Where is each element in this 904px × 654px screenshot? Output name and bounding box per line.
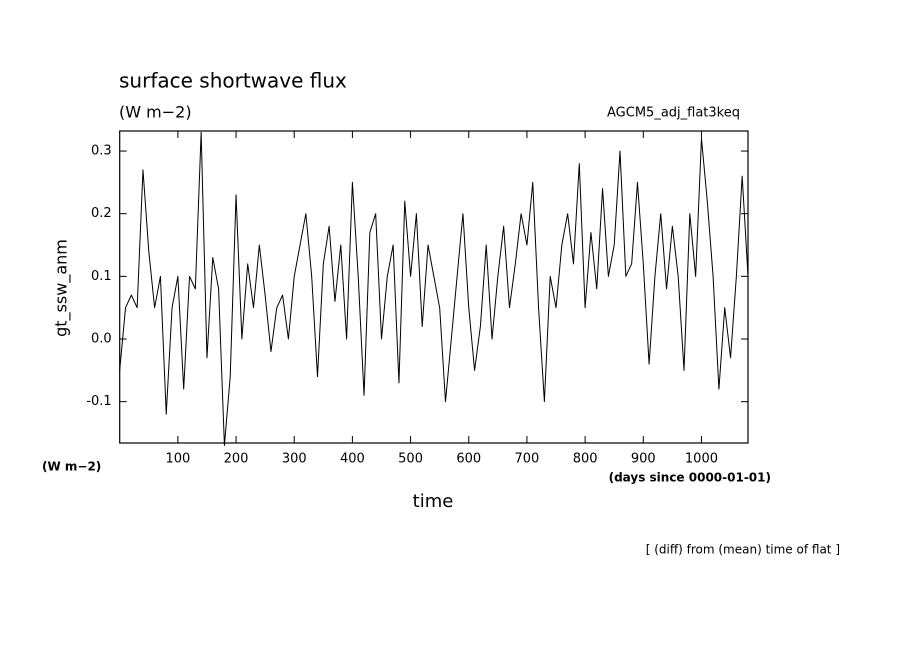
data-line [119, 131, 749, 447]
y-units: (W m−2) [42, 460, 101, 474]
x-tick-label: 500 [398, 452, 423, 467]
annotation: AGCM5_adj_flat3keq [607, 106, 740, 121]
y-tick-label: 0.2 [91, 206, 112, 221]
x-tick-label: 700 [515, 452, 540, 467]
y-tick-label: -0.1 [86, 394, 111, 409]
plot-frame [119, 130, 749, 444]
x-tick-label: 800 [573, 452, 598, 467]
chart-subtitle: (W m−2) [119, 103, 192, 122]
chart-title: surface shortwave flux [119, 69, 347, 93]
x-axis-label: time [413, 491, 454, 512]
y-axis-label: gt_ssw_anm [52, 239, 72, 337]
x-units: (days since 0000-01-01) [609, 471, 771, 485]
x-tick-label: 900 [631, 452, 656, 467]
x-tick-label: 400 [340, 452, 365, 467]
y-tick-label: 0.3 [91, 144, 112, 159]
x-tick-label: 300 [282, 452, 307, 467]
y-tick-label: 0.0 [91, 332, 112, 347]
y-tick-label: 0.1 [91, 269, 112, 284]
x-tick-label: 600 [456, 452, 481, 467]
x-tick-label: 1000 [685, 452, 718, 467]
x-tick-label: 100 [165, 452, 190, 467]
footnote: [ (diff) from (mean) time of flat ] [646, 543, 840, 557]
x-tick-label: 200 [224, 452, 249, 467]
